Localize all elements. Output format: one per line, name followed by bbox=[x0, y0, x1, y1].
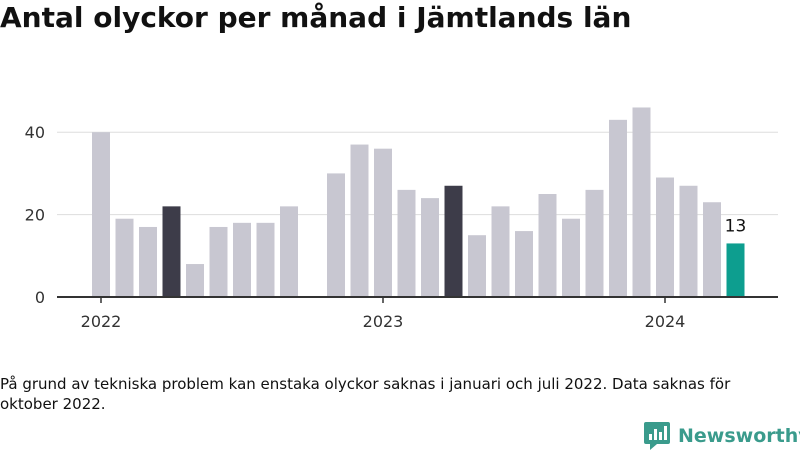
bar bbox=[562, 218, 580, 297]
y-tick-label: 40 bbox=[25, 123, 45, 142]
x-tick-label: 2023 bbox=[363, 312, 404, 331]
bar bbox=[162, 206, 181, 297]
brand-logo: Newsworthy bbox=[644, 420, 800, 452]
bar bbox=[491, 206, 510, 297]
footnote: På grund av tekniska problem kan enstaka… bbox=[0, 375, 731, 413]
bar bbox=[656, 177, 674, 297]
bar bbox=[679, 185, 698, 297]
bar bbox=[233, 222, 251, 297]
bar bbox=[280, 206, 298, 297]
labels: 0 20 40 2022 2023 2024 13 bbox=[25, 123, 747, 331]
data-label: 13 bbox=[725, 216, 747, 236]
bar bbox=[703, 202, 721, 297]
bar bbox=[585, 189, 604, 297]
y-tick-label: 0 bbox=[35, 288, 45, 307]
bar bbox=[374, 148, 392, 297]
bar bbox=[515, 231, 533, 297]
brand-name: Newsworthy bbox=[678, 425, 800, 447]
bar bbox=[726, 243, 745, 297]
bar bbox=[468, 235, 486, 297]
bar bbox=[421, 198, 439, 297]
bar bbox=[632, 107, 651, 297]
bar bbox=[350, 144, 369, 297]
bar bbox=[538, 194, 557, 297]
bars bbox=[92, 107, 745, 297]
bar bbox=[397, 189, 416, 297]
bar bbox=[609, 119, 627, 297]
x-tick-label: 2022 bbox=[81, 312, 122, 331]
y-tick-label: 20 bbox=[25, 206, 45, 225]
bar bbox=[139, 226, 157, 297]
bar bbox=[209, 226, 228, 297]
axes bbox=[57, 296, 778, 303]
bar bbox=[327, 173, 345, 297]
x-tick-label: 2024 bbox=[645, 312, 686, 331]
bar-chart-speech-bubble-icon bbox=[644, 422, 670, 450]
bar bbox=[115, 218, 134, 297]
bar bbox=[92, 132, 110, 297]
bar bbox=[444, 185, 463, 297]
chart-title: Antal olyckor per månad i Jämtlands län bbox=[0, 1, 632, 34]
bar-chart: 0 20 40 2022 2023 2024 13 bbox=[25, 107, 778, 331]
bar bbox=[186, 264, 204, 297]
bar bbox=[256, 222, 275, 297]
